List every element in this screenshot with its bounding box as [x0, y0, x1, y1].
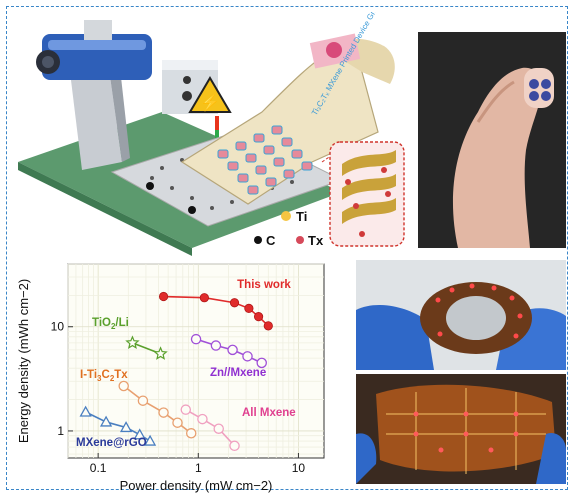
y-tick-label: 10	[51, 320, 65, 334]
tick-labels: 0.1 1 10 1 10	[51, 320, 306, 475]
legend-ti: Ti	[296, 209, 307, 224]
ti-atom-icon	[281, 211, 291, 221]
data-point	[79, 405, 92, 417]
data-point	[242, 351, 253, 362]
data-point	[229, 440, 240, 452]
x-tick-label: 10	[292, 461, 306, 475]
svg-text:⚡: ⚡	[200, 93, 220, 112]
legend-c: C	[266, 233, 276, 248]
series-label-tio2-li: TiO2/Li	[92, 317, 129, 331]
series-label-zn-mxene: Zn//Mxene	[210, 367, 266, 379]
series-label-mxene-rgo: MXene@rGO	[76, 437, 147, 449]
series-label-all-mxene: All Mxene	[242, 407, 296, 419]
series-all-mxene	[180, 404, 240, 452]
plot-area	[67, 263, 325, 459]
series-tio2-li	[125, 335, 168, 360]
data-point	[158, 291, 169, 302]
data-point	[119, 421, 133, 433]
series-zn-mxene	[190, 333, 267, 369]
finger-photo	[418, 32, 566, 248]
data-point	[137, 395, 149, 406]
data-point	[256, 357, 267, 369]
x-tick-label: 1	[195, 461, 202, 475]
printing-schematic: ⚡ Ti₃C₂Tₓ MXene Printe	[18, 12, 405, 256]
figure-border	[6, 6, 568, 490]
data-point	[185, 428, 197, 439]
series-i-ti3c2tx	[118, 380, 197, 439]
data-point	[227, 344, 238, 356]
data-point	[253, 312, 264, 322]
series-line	[185, 408, 236, 447]
legend-tx: Tx	[308, 233, 324, 248]
x-tick-label: 0.1	[90, 461, 107, 475]
series-layer	[79, 291, 273, 452]
series-labels: This work TiO2/Li I-Ti3C2Tx Zn//Mxene All Mx…	[76, 279, 296, 449]
data-point	[263, 321, 273, 331]
data-point	[99, 415, 113, 427]
data-point	[172, 417, 183, 428]
series-label-this-work: This work	[237, 279, 291, 291]
data-point	[133, 428, 146, 440]
series-this-work	[158, 291, 273, 331]
data-point	[210, 340, 222, 351]
data-point	[213, 423, 224, 434]
ragone-chart: 0.1 1 10 1 10 This work TiO2/Li I-Ti3C2Tx Zn//M…	[16, 263, 325, 493]
data-point	[158, 407, 169, 418]
flat-device-photo	[356, 374, 566, 484]
y-tick-label: 1	[57, 424, 64, 438]
data-point	[125, 335, 140, 349]
data-point	[118, 380, 129, 392]
data-point	[153, 346, 168, 360]
data-point	[197, 413, 208, 425]
data-point	[143, 434, 157, 446]
data-point	[199, 293, 209, 303]
tx-atom-icon	[296, 236, 304, 244]
data-point	[229, 298, 240, 308]
data-point	[190, 333, 202, 345]
rolled-device-photo	[356, 260, 566, 370]
c-atom-icon	[254, 236, 262, 244]
y-axis-label: Energy density (mWh cm−2)	[16, 279, 31, 443]
data-point	[180, 404, 192, 415]
series-label-i-ti3c2tx: I-Ti3C2Tx	[80, 369, 128, 383]
data-point	[244, 303, 254, 313]
series-mxene-rgo	[79, 405, 157, 446]
x-axis-label: Power density (mW cm−2)	[120, 478, 273, 493]
